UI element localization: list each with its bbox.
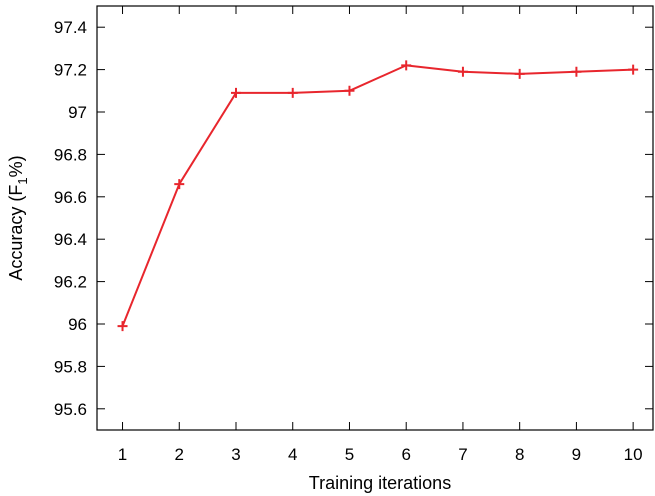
x-tick-label: 6 [401, 445, 410, 464]
data-point-marker [401, 60, 412, 71]
y-axis-title: Accuracy (F1%) [6, 155, 30, 280]
data-point-marker [231, 87, 241, 98]
data-point-marker [628, 64, 639, 75]
x-axis-title: Training iterations [309, 473, 451, 493]
y-tick-label: 95.6 [54, 400, 87, 419]
x-tick-label: 5 [345, 445, 354, 464]
y-tick-label: 95.8 [54, 357, 87, 376]
x-tick-label: 10 [624, 445, 643, 464]
y-axis-title-end: %) [6, 155, 26, 177]
y-axis-title-main: Accuracy (F [6, 185, 26, 281]
series-layer [117, 60, 639, 332]
data-point-marker [344, 85, 355, 96]
data-point-marker [571, 66, 582, 77]
y-tick-label: 97.2 [54, 61, 87, 80]
x-tick-label: 7 [458, 445, 467, 464]
x-tick-label: 4 [288, 445, 297, 464]
data-point-marker [117, 321, 128, 332]
data-point-marker [174, 179, 185, 190]
y-tick-label: 96.4 [54, 230, 87, 249]
x-tick-label: 3 [231, 445, 240, 464]
y-tick-label: 96.8 [54, 145, 87, 164]
data-point-marker [457, 66, 468, 77]
y-tick-label: 96 [68, 315, 87, 334]
y-tick-label: 97.4 [54, 18, 87, 37]
y-tick-label: 96.2 [54, 273, 87, 292]
y-tick-label: 96.6 [54, 188, 87, 207]
data-point-marker [287, 87, 298, 98]
y-axis-title-subscript: 1 [15, 177, 30, 184]
x-tick-label: 1 [118, 445, 127, 464]
y-tick-label: 97 [68, 103, 87, 122]
x-tick-label: 8 [515, 445, 524, 464]
series-line [121, 64, 634, 327]
x-tick-label: 2 [175, 445, 184, 464]
data-point-marker [514, 68, 525, 79]
x-tick-label: 9 [572, 445, 581, 464]
plot-frame [96, 5, 654, 431]
